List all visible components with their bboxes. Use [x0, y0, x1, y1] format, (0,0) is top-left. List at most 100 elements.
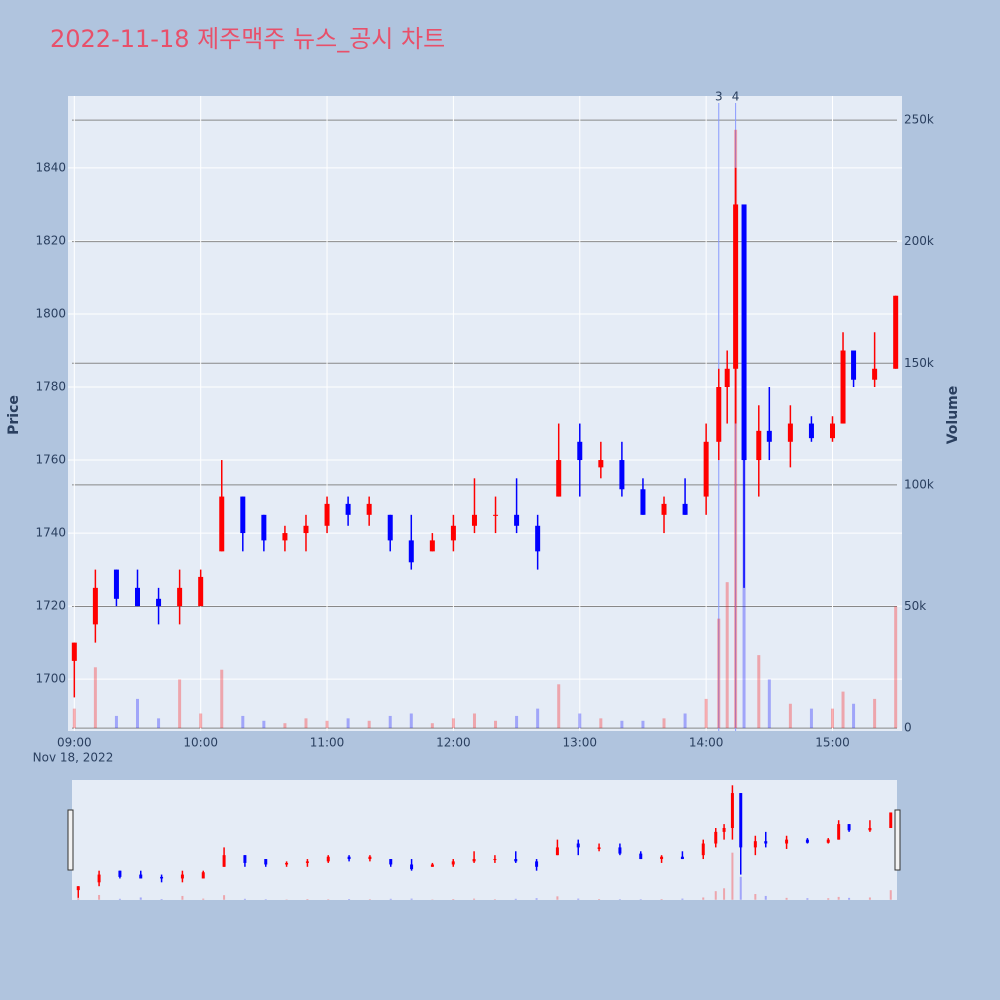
candle-body — [160, 876, 164, 879]
volume-bar — [620, 720, 624, 729]
candle-body — [639, 853, 643, 860]
candle-body — [243, 855, 247, 863]
volume-bar — [243, 898, 246, 900]
volume-bar — [734, 129, 738, 729]
volume-bar — [639, 899, 642, 900]
candle-body — [76, 886, 80, 891]
volume-bar — [262, 720, 266, 729]
candle-body — [619, 460, 625, 490]
candle-body — [851, 350, 857, 380]
candle-body — [576, 843, 580, 848]
candle-body — [714, 831, 718, 844]
volume-bar — [114, 715, 118, 729]
volume-bar — [139, 897, 142, 900]
candle-body — [703, 441, 709, 497]
candle-body — [180, 874, 184, 879]
candle-body — [450, 525, 456, 541]
candle-body — [868, 827, 872, 831]
candle-body — [753, 841, 757, 848]
x-tick-label: 14:00 — [689, 736, 724, 750]
range-handle-right[interactable] — [894, 809, 901, 871]
candle-body — [201, 872, 205, 879]
volume-bar — [662, 718, 666, 729]
volume-bar — [535, 898, 538, 900]
volume-bar — [472, 713, 476, 729]
candle-body — [556, 460, 562, 497]
volume-bar — [702, 897, 705, 900]
volume-bar — [618, 899, 621, 900]
volume-bar — [809, 708, 813, 729]
x-tick-label: 12:00 — [436, 736, 471, 750]
candle-body — [535, 861, 539, 867]
volume-bar — [304, 718, 308, 729]
candle-body — [240, 496, 246, 534]
candle-body — [730, 793, 734, 828]
volume-bar — [451, 718, 455, 729]
volume-bar — [894, 606, 898, 729]
candle-body — [889, 812, 893, 828]
candle-body — [177, 587, 183, 607]
volume-bar — [410, 898, 413, 900]
candle-body — [724, 368, 730, 388]
x-date-label: Nov 18, 2022 — [33, 751, 114, 765]
candle-body — [408, 540, 414, 563]
volume-bar — [178, 679, 182, 729]
candle-body — [872, 368, 878, 380]
volume-bar — [599, 718, 603, 729]
volume-bar — [837, 896, 840, 900]
volume-bar — [494, 720, 498, 729]
candle-body — [219, 496, 225, 552]
candle-body — [733, 204, 739, 369]
candle-body — [766, 430, 772, 442]
candle-body — [222, 855, 226, 867]
candle-body — [410, 864, 414, 870]
volume-bar — [788, 703, 792, 729]
candle-body — [71, 642, 77, 661]
candle-body — [618, 847, 622, 854]
volume-bar — [283, 723, 287, 729]
y-tick-label: 1760 — [35, 453, 66, 467]
candle-body — [347, 856, 351, 860]
candle-body — [285, 862, 289, 865]
y-tick-label: 1740 — [35, 526, 66, 540]
volume-bar — [93, 667, 97, 729]
volume-bar — [346, 718, 350, 729]
candle-body — [493, 514, 499, 516]
candle-body — [324, 503, 330, 526]
y-tick-label: 1720 — [35, 599, 66, 613]
candle-body — [156, 598, 162, 607]
candle-body — [303, 525, 309, 534]
volume-bar — [598, 899, 601, 900]
candle-body — [785, 839, 789, 844]
y2-tick-label: 100k — [904, 477, 934, 491]
volume-bar — [118, 898, 121, 900]
candle-body — [555, 847, 559, 856]
candle-body — [514, 859, 518, 862]
x-tick-label: 13:00 — [562, 736, 597, 750]
candle-body — [805, 839, 809, 843]
candle-body — [661, 503, 667, 515]
volume-bar — [202, 898, 205, 900]
candle-body — [764, 841, 768, 844]
volume-bar — [848, 897, 851, 900]
volume-bar — [785, 897, 788, 900]
x-tick-label: 09:00 — [57, 736, 92, 750]
candle-body — [830, 423, 835, 439]
y2-tick-label: 150k — [904, 356, 934, 370]
volume-bar — [827, 898, 830, 900]
candle-body — [261, 514, 267, 541]
candle-body — [305, 861, 309, 863]
range-slider[interactable] — [72, 780, 897, 900]
candle-body — [577, 441, 583, 461]
annotation-label: 3 — [715, 90, 723, 104]
candle-body — [826, 839, 830, 843]
y2-tick-label: 250k — [904, 113, 934, 127]
candle-body — [660, 856, 664, 860]
volume-bar — [556, 896, 559, 900]
candle-body — [837, 824, 841, 840]
range-handle-left[interactable] — [67, 809, 74, 871]
candle-body — [366, 503, 372, 515]
volume-bar — [764, 895, 767, 900]
volume-bar — [704, 698, 708, 729]
candle-body — [113, 569, 119, 599]
